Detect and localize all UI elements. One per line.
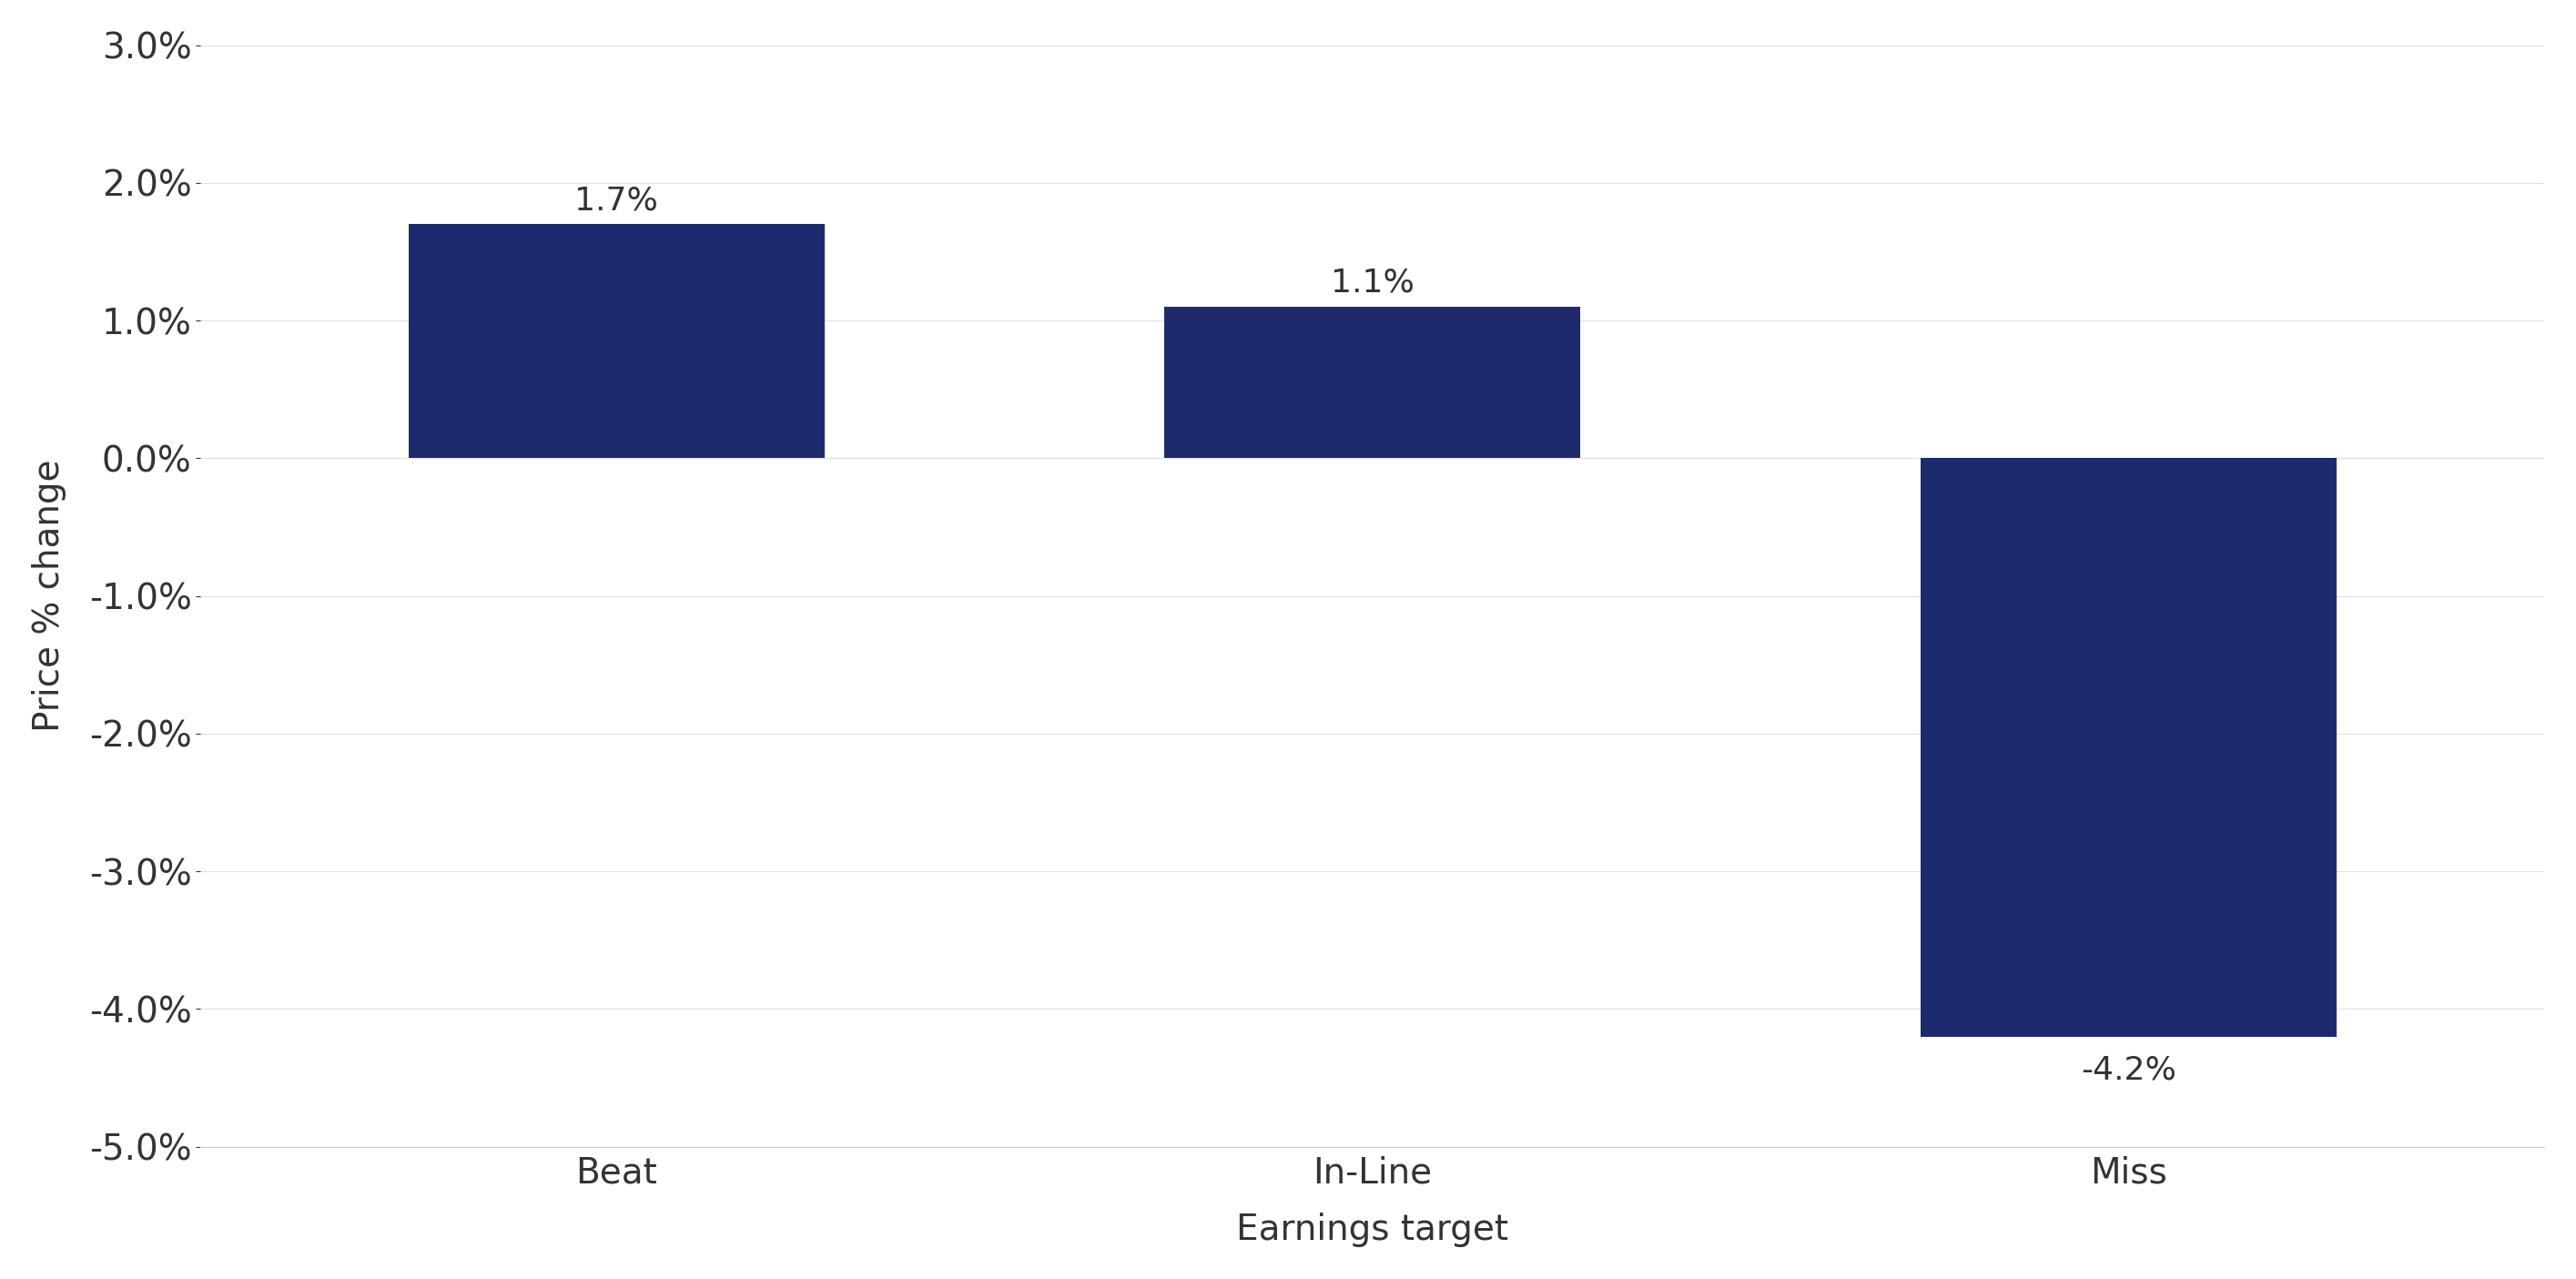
X-axis label: Earnings target: Earnings target: [1236, 1212, 1510, 1247]
Text: -4.2%: -4.2%: [2081, 1054, 2177, 1086]
Text: 1.1%: 1.1%: [1332, 267, 1414, 298]
Bar: [1164, 307, 1582, 458]
Text: 1.7%: 1.7%: [574, 185, 659, 216]
Y-axis label: Price % change: Price % change: [31, 459, 67, 733]
Bar: [410, 224, 824, 458]
Bar: [1922, 458, 2336, 1036]
